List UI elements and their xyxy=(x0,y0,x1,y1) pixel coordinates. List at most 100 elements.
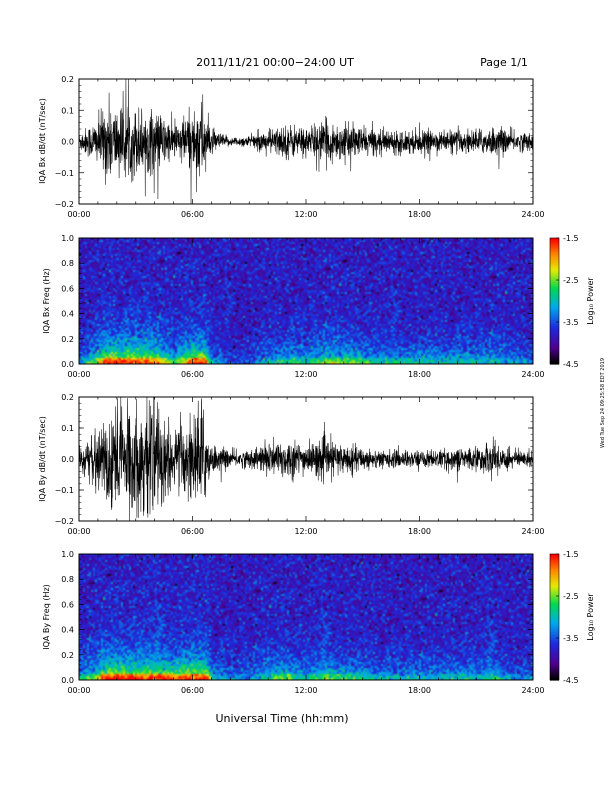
colorbar-swatch xyxy=(550,334,559,338)
x-tick-label: 00:00 xyxy=(67,527,90,536)
colorbar-swatch xyxy=(550,667,559,671)
colorbar-swatch xyxy=(550,313,559,317)
colorbar-swatch xyxy=(550,351,559,355)
y-axis-ticks: 0.2 0.1 0.0 −0.1 −0.2 xyxy=(55,393,533,526)
colorbar-swatch xyxy=(550,566,559,570)
colorbar-swatch xyxy=(550,315,559,319)
x-axis-ticks: 00:00 06:00 12:00 18:00 24:00 xyxy=(67,397,545,536)
colorbar-swatch xyxy=(550,608,559,612)
colorbar-swatch xyxy=(550,659,559,662)
x-tick-label: 12:00 xyxy=(294,370,317,379)
x-tick-label: 18:00 xyxy=(408,527,431,536)
y-axis-label: IQA By Freq (Hz) xyxy=(42,584,51,650)
colorbar-swatch xyxy=(550,273,559,277)
colorbar-swatch xyxy=(550,610,559,614)
colorbar-swatch xyxy=(550,340,559,344)
x-tick-label: 12:00 xyxy=(294,210,317,219)
y-tick-label: 0.1 xyxy=(61,106,74,115)
colorbar-swatch xyxy=(550,629,559,633)
bx-spectrogram-image xyxy=(79,238,533,364)
y-tick-label: 0.6 xyxy=(61,284,74,293)
x-tick-label: 24:00 xyxy=(521,370,544,379)
colorbar-swatch xyxy=(550,242,559,245)
colorbar-swatch xyxy=(550,652,559,656)
colorbar-tick-label: -4.5 xyxy=(563,360,579,369)
colorbar-swatch xyxy=(550,336,559,340)
y-tick-label: −0.2 xyxy=(55,517,74,526)
colorbar-swatch xyxy=(550,292,559,296)
colorbar-label: Log₁₀ Power xyxy=(586,277,595,325)
x-axis-ticks: 00:00 06:00 12:00 18:00 24:00 xyxy=(67,238,545,379)
panel-by-spectrogram: 1.0 0.8 0.6 0.4 0.2 0.0 00:00 06:00 12:00 18:00 2… xyxy=(42,550,595,695)
colorbar-swatch xyxy=(550,560,559,563)
colorbar-swatch xyxy=(550,673,559,677)
colorbar-swatch xyxy=(550,275,559,279)
y-tick-label: 0.6 xyxy=(61,600,74,609)
colorbar-swatch xyxy=(550,248,559,252)
y-tick-label: 1.0 xyxy=(61,234,74,243)
colorbar-swatch xyxy=(550,648,559,652)
colorbar-swatch xyxy=(550,269,559,273)
colorbar-swatch xyxy=(550,562,559,566)
colorbar-swatch xyxy=(550,631,559,635)
colorbar-swatch xyxy=(550,263,559,266)
colorbar-swatch xyxy=(550,288,559,292)
colorbar-tick-label: -1.5 xyxy=(563,550,579,559)
by-dbdt-trace xyxy=(78,396,534,522)
colorbar-swatch xyxy=(550,581,559,584)
x-tick-label: 06:00 xyxy=(181,370,204,379)
y-tick-label: 0.8 xyxy=(61,575,74,584)
colorbar-swatch xyxy=(550,598,559,601)
colorbar-swatch xyxy=(550,621,559,624)
colorbar-by: -1.5 -2.5 -3.5 -4.5 Log₁₀ Power xyxy=(549,550,595,685)
colorbar-swatch xyxy=(550,349,559,352)
y-tick-label: −0.1 xyxy=(55,169,74,178)
colorbar-swatch xyxy=(550,583,559,587)
y-tick-label: 0.8 xyxy=(61,259,74,268)
colorbar-swatch xyxy=(550,675,559,679)
colorbar-swatch xyxy=(550,568,559,572)
colorbar-swatch xyxy=(550,271,559,275)
colorbar-swatch xyxy=(550,296,559,300)
colorbar-swatch xyxy=(550,600,559,603)
colorbar-swatch xyxy=(550,646,559,650)
colorbar-swatch xyxy=(550,577,559,580)
x-tick-label: 18:00 xyxy=(408,686,431,695)
y-tick-label: 0.2 xyxy=(61,75,74,84)
panel-bx-dbdt: 0.2 0.1 0.0 −0.1 −0.2 00:00 06:00 12:00 18:00 24… xyxy=(38,75,545,219)
y-tick-label: 1.0 xyxy=(61,550,74,559)
colorbar-swatch xyxy=(550,661,559,664)
x-tick-label: 06:00 xyxy=(181,686,204,695)
x-tick-label: 12:00 xyxy=(294,686,317,695)
colorbar-swatch xyxy=(550,280,559,283)
colorbar-swatch xyxy=(550,604,559,608)
y-tick-label: 0.4 xyxy=(61,310,74,319)
panel-by-dbdt: 0.2 0.1 0.0 −0.1 −0.2 00:00 06:00 12:00 18:00 24… xyxy=(38,393,545,536)
colorbar-tick-label: -2.5 xyxy=(563,592,579,601)
colorbar-swatch xyxy=(550,554,559,557)
colorbar-swatch xyxy=(550,656,559,660)
colorbar-swatch xyxy=(550,650,559,654)
y-tick-label: 0.4 xyxy=(61,626,74,635)
colorbar-swatch xyxy=(550,252,559,256)
colorbar-swatch xyxy=(550,322,559,325)
page-title: 2011/11/21 00:00−24:00 UT xyxy=(196,56,354,69)
colorbar-swatch xyxy=(550,627,559,631)
colorbar-swatch xyxy=(550,326,559,329)
colorbar-swatch xyxy=(550,338,559,342)
colorbar-swatch xyxy=(550,644,559,647)
colorbar-swatch xyxy=(550,602,559,605)
x-tick-label: 06:00 xyxy=(181,210,204,219)
colorbar-swatch xyxy=(550,307,559,310)
colorbar-tick-label: -2.5 xyxy=(563,276,579,285)
colorbar-swatch xyxy=(550,317,559,321)
colorbar-swatch xyxy=(550,311,559,315)
y-axis-label: IQA Bx dB/dt (nT/sec) xyxy=(38,98,47,184)
colorbar-swatch xyxy=(550,277,559,281)
colorbar-swatch xyxy=(550,575,559,578)
y-tick-label: 0.0 xyxy=(61,360,74,369)
colorbar-swatch xyxy=(550,633,559,637)
by-spectrogram-image xyxy=(79,554,533,680)
colorbar-swatch xyxy=(550,303,559,306)
y-axis-ticks: 1.0 0.8 0.6 0.4 0.2 0.0 xyxy=(61,234,533,369)
